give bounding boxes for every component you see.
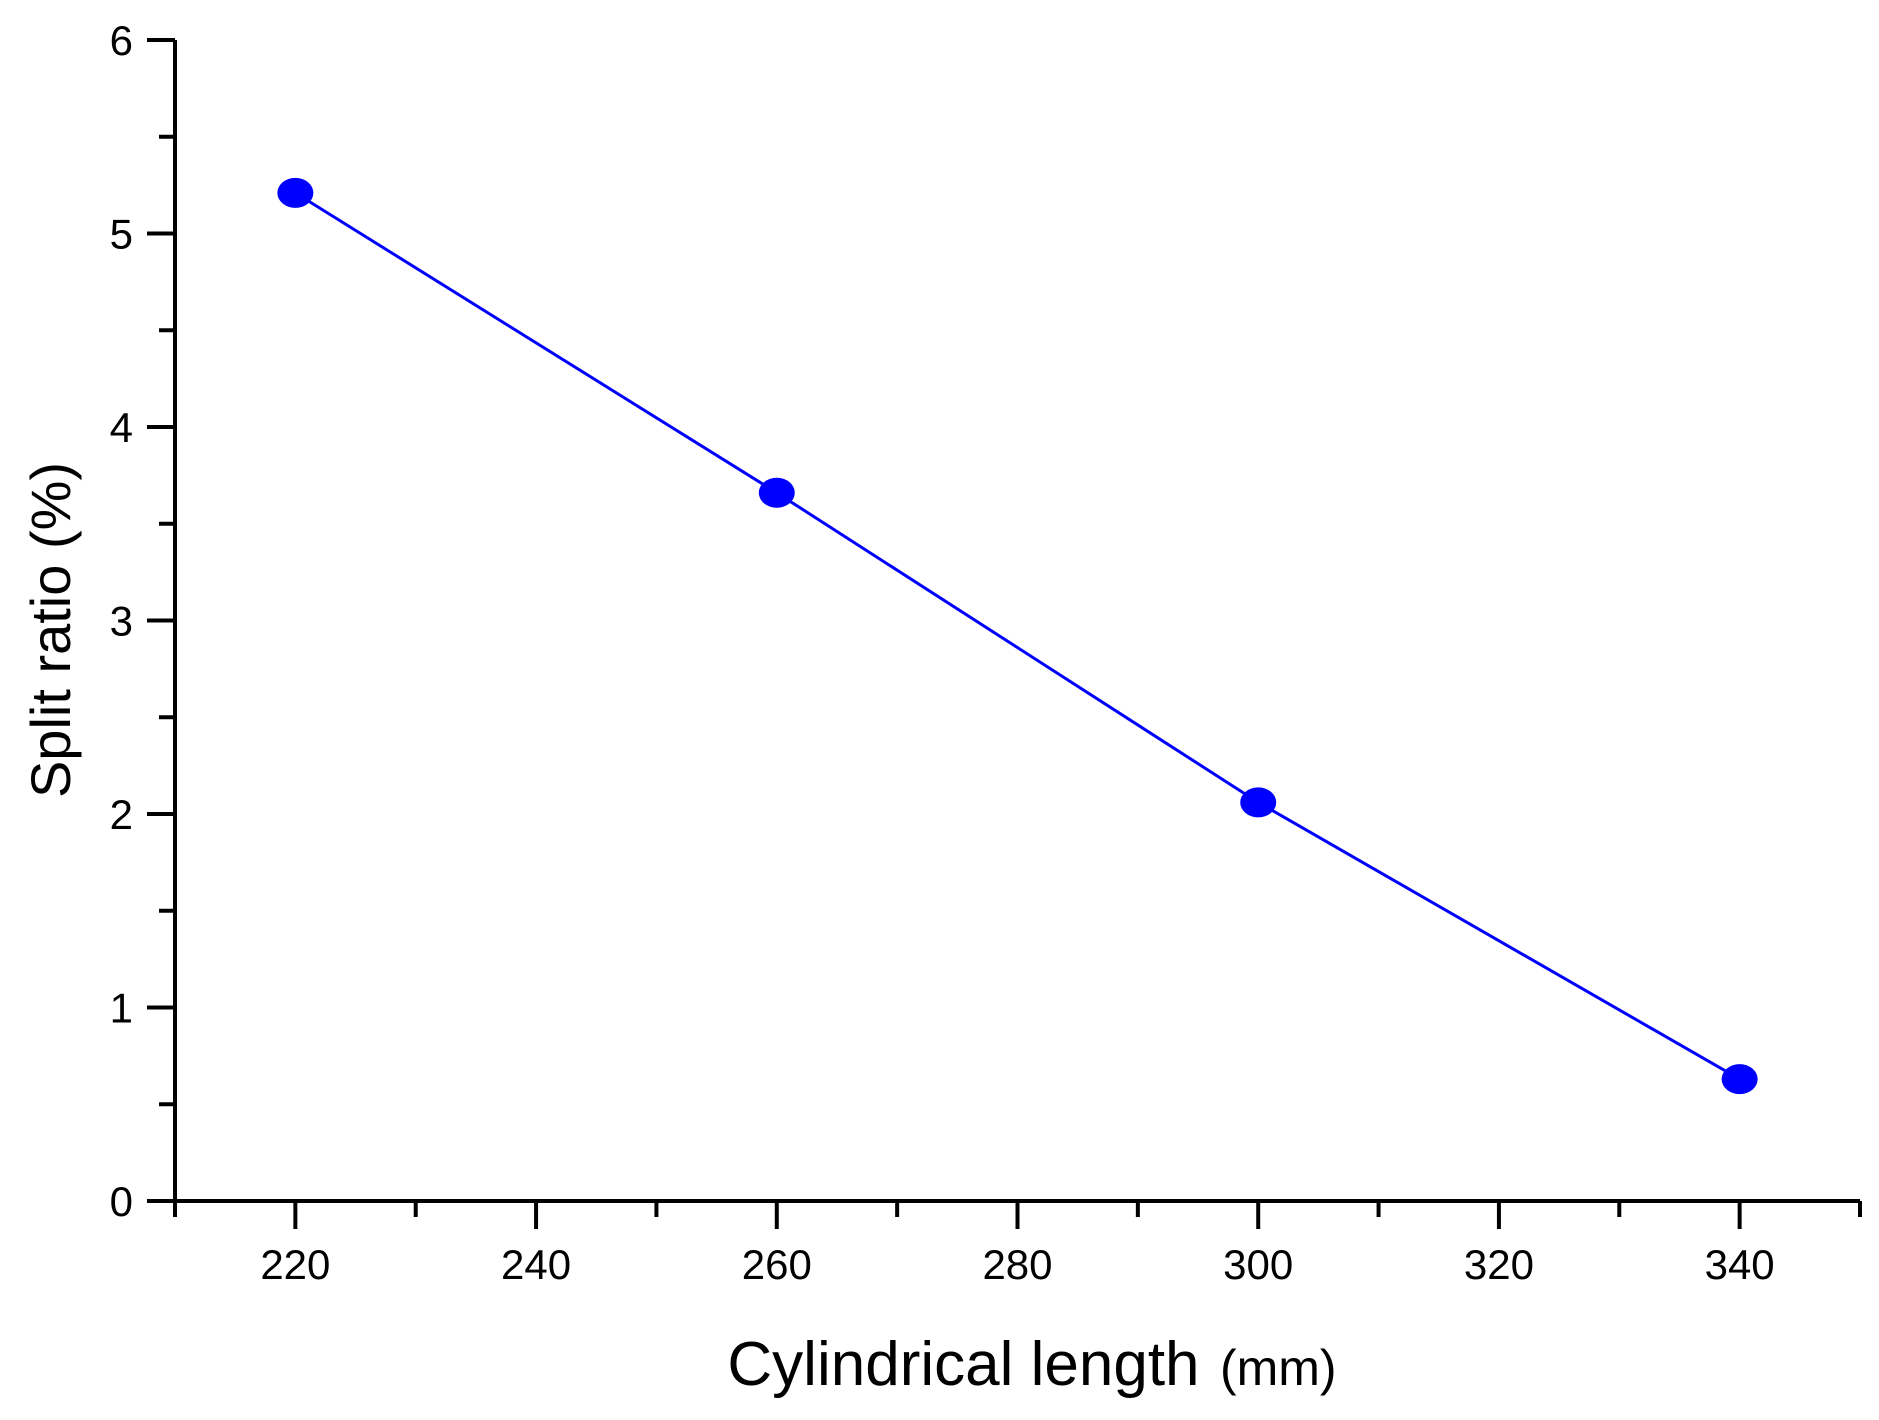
x-tick-label: 220: [260, 1241, 330, 1288]
y-tick-label: 0: [110, 1178, 133, 1225]
y-ticks: 0 1 2 3 4 5 6: [110, 17, 175, 1225]
y-tick-label: 3: [110, 598, 133, 645]
y-tick-label: 5: [110, 211, 133, 258]
data-point: [758, 477, 795, 508]
data-point: [277, 177, 314, 208]
y-axis-title: Split ratio (%): [19, 462, 82, 798]
series-layer: [277, 177, 1758, 1095]
x-tick-label: 320: [1464, 1241, 1534, 1288]
x-axis-title-unit: (mm): [1220, 1340, 1337, 1396]
y-tick-label: 2: [110, 791, 133, 838]
x-axis-title-main: Cylindrical length: [727, 1330, 1199, 1399]
x-tick-label: 260: [742, 1241, 812, 1288]
y-tick-label: 1: [110, 985, 133, 1032]
x-axis-title: Cylindrical length (mm): [727, 1330, 1336, 1399]
axes: [173, 40, 1860, 1203]
y-tick-label: 4: [110, 404, 133, 451]
x-tick-label: 340: [1705, 1241, 1775, 1288]
x-tick-label: 280: [982, 1241, 1052, 1288]
data-point: [1721, 1064, 1758, 1095]
data-point: [1240, 787, 1277, 818]
series-line: [294, 191, 1741, 1081]
x-tick-label: 300: [1223, 1241, 1293, 1288]
y-tick-label: 6: [110, 17, 133, 64]
x-tick-label: 240: [501, 1241, 571, 1288]
x-ticks: 220 240 260 280 300 320 340: [173, 1201, 1862, 1288]
